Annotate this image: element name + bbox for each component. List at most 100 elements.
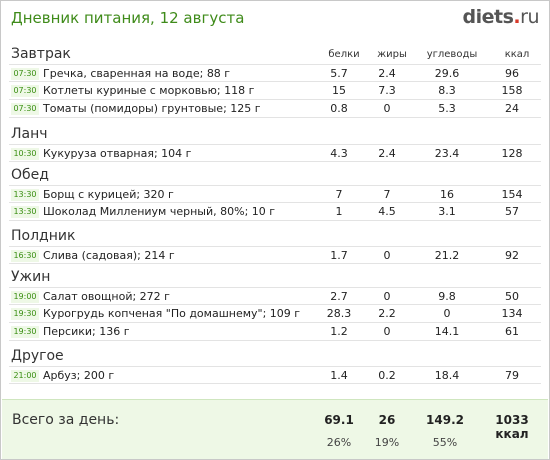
- kcal-value: 61: [505, 325, 519, 338]
- protein-value: 2.7: [330, 290, 348, 303]
- time-badge: 07:30: [11, 103, 39, 115]
- fat-value: 2.4: [378, 67, 396, 80]
- protein-value: 4.3: [330, 147, 348, 160]
- fat-value: 7.3: [378, 84, 396, 97]
- food-row[interactable]: 07:30 Томаты (помидоры) грунтовые; 125 г 0…: [9, 100, 541, 118]
- carbs-value: 16: [440, 188, 454, 201]
- kcal-value: 96: [505, 67, 519, 80]
- kcal-value: 79: [505, 369, 519, 382]
- fat-value: 0.2: [378, 369, 396, 382]
- protein-value: 28.3: [326, 307, 352, 320]
- column-header-protein: белки: [328, 49, 360, 60]
- carbs-value: 23.4: [434, 147, 460, 160]
- meal-title: Ужин: [11, 269, 51, 285]
- total-fat: 26: [378, 413, 396, 427]
- fat-value: 0: [383, 290, 391, 303]
- kcal-value: 154: [501, 188, 523, 201]
- food-name: Персики; 136 г: [43, 325, 130, 338]
- total-protein: 69.1: [324, 413, 354, 427]
- time-badge: 13:30: [11, 189, 39, 201]
- time-badge: 10:30: [11, 148, 39, 160]
- total-kcal: 1033 ккал: [495, 413, 529, 441]
- time-badge: 19:00: [11, 291, 39, 303]
- fat-value: 7: [383, 188, 391, 201]
- fat-value: 2.4: [378, 147, 396, 160]
- logo-dot: .: [513, 6, 521, 28]
- food-name: Салат овощной; 272 г: [43, 290, 170, 303]
- logo-main: diets: [462, 6, 514, 28]
- protein-percent: 26%: [326, 436, 352, 449]
- food-row[interactable]: 16:30 Слива (садовая); 214 г 1.7 0 21.2 92: [9, 246, 541, 264]
- food-name: Котлеты куриные с морковью; 118 г: [43, 84, 255, 97]
- protein-value: 1.2: [330, 325, 348, 338]
- food-row[interactable]: 07:30 Гречка, сваренная на воде; 88 г 5.7 2…: [9, 64, 541, 82]
- kcal-value: 158: [501, 84, 523, 97]
- page-title: Дневник питания, 12 августа: [11, 9, 245, 27]
- kcal-value: 128: [501, 147, 523, 160]
- time-badge: 21:00: [11, 370, 39, 382]
- carbs-value: 14.1: [434, 325, 460, 338]
- header: Дневник питания, 12 августа diets.ru: [9, 6, 541, 33]
- meal-title: Ланч: [11, 126, 48, 142]
- time-badge: 16:30: [11, 250, 39, 262]
- fat-value: 0: [383, 102, 391, 115]
- carbs-value: 29.6: [434, 67, 460, 80]
- food-name: Гречка, сваренная на воде; 88 г: [43, 67, 231, 80]
- meal-title: Полдник: [11, 228, 76, 244]
- carbs-value: 18.4: [434, 369, 460, 382]
- meal-title: Завтрак: [11, 46, 71, 62]
- food-row[interactable]: 10:30 Кукуруза отварная; 104 г 4.3 2.4 23.4 1…: [9, 144, 541, 162]
- fat-value: 0: [383, 249, 391, 262]
- protein-value: 1: [335, 205, 343, 218]
- protein-value: 1.7: [330, 249, 348, 262]
- food-name: Шоколад Миллениум черный, 80%; 10 г: [43, 205, 276, 218]
- site-logo[interactable]: diets.ru: [462, 6, 540, 28]
- meal-title: Другое: [11, 348, 64, 364]
- fat-value: 2.2: [378, 307, 396, 320]
- total-carbs: 149.2: [426, 413, 464, 427]
- carbs-value: 0: [443, 307, 451, 320]
- kcal-value: 50: [505, 290, 519, 303]
- carbs-value: 5.3: [438, 102, 456, 115]
- column-header-fat: жиры: [377, 49, 407, 60]
- time-badge: 07:30: [11, 68, 39, 80]
- carbs-value: 21.2: [434, 249, 460, 262]
- logo-tld: ru: [520, 6, 539, 28]
- time-badge: 13:30: [11, 206, 39, 218]
- totals-label: Всего за день:: [12, 412, 120, 428]
- fat-value: 4.5: [378, 205, 396, 218]
- food-row[interactable]: 07:30 Котлеты куриные с морковью; 118 г 15…: [9, 82, 541, 100]
- food-name: Томаты (помидоры) грунтовые; 125 г: [43, 102, 261, 115]
- kcal-value: 57: [505, 205, 519, 218]
- column-header-carbs: углеводы: [426, 49, 478, 60]
- food-name: Арбуз; 200 г: [43, 369, 115, 382]
- food-row[interactable]: 19:30 Персики; 136 г 1.2 0 14.1 61: [9, 323, 541, 341]
- kcal-value: 24: [505, 102, 519, 115]
- kcal-value: 92: [505, 249, 519, 262]
- fat-value: 0: [383, 325, 391, 338]
- carbs-percent: 55%: [432, 436, 458, 449]
- food-name: Слива (садовая); 214 г: [43, 249, 175, 262]
- fat-percent: 19%: [374, 436, 400, 449]
- food-row[interactable]: 21:00 Арбуз; 200 г 1.4 0.2 18.4 79: [9, 366, 541, 384]
- food-name: Борщ с курицей; 320 г: [43, 188, 174, 201]
- meal-title: Обед: [11, 167, 49, 183]
- food-row[interactable]: 13:30 Борщ с курицей; 320 г 7 7 16 154: [9, 185, 541, 203]
- food-row[interactable]: 19:30 Курогрудь копченая "По домашнему"; …: [9, 305, 541, 323]
- carbs-value: 3.1: [438, 205, 456, 218]
- carbs-value: 9.8: [438, 290, 456, 303]
- column-header-kcal: ккал: [504, 49, 530, 60]
- protein-value: 1.4: [330, 369, 348, 382]
- protein-value: 5.7: [330, 67, 348, 80]
- food-row[interactable]: 13:30 Шоколад Миллениум черный, 80%; 10 г…: [9, 203, 541, 221]
- daily-totals: Всего за день: 69.1 26 149.2 1033 ккал 2…: [2, 399, 548, 459]
- food-name: Курогрудь копченая "По домашнему"; 109 г: [43, 307, 301, 320]
- food-name: Кукуруза отварная; 104 г: [43, 147, 192, 160]
- time-badge: 19:30: [11, 326, 39, 338]
- kcal-value: 134: [501, 307, 523, 320]
- protein-value: 0.8: [330, 102, 348, 115]
- time-badge: 19:30: [11, 308, 39, 320]
- food-row[interactable]: 19:00 Салат овощной; 272 г 2.7 0 9.8 50: [9, 287, 541, 305]
- carbs-value: 8.3: [438, 84, 456, 97]
